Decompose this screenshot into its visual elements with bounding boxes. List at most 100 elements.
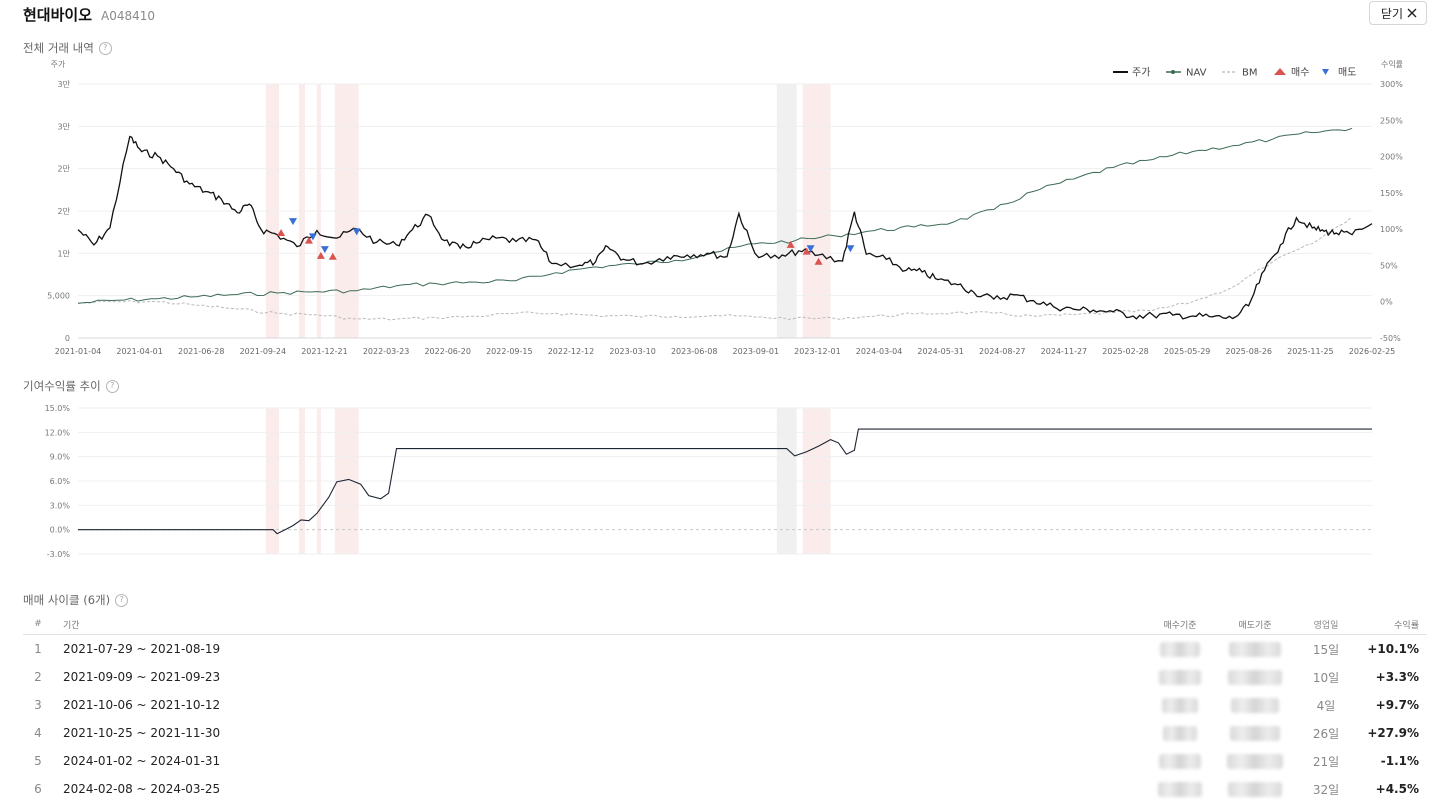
redacted-value <box>1228 781 1282 797</box>
trade-history-title: 전체 거래 내역 ? <box>23 40 112 56</box>
y-left-tick: 5,000 <box>47 292 70 301</box>
help-icon[interactable]: ? <box>115 593 129 607</box>
table-row[interactable]: 5 2024-01-02 ~ 2024-01-31 21일 -1.1% <box>23 747 1427 775</box>
row-period: 2021-10-06 ~ 2021-10-12 <box>63 698 221 712</box>
y-tick: -3.0% <box>47 550 71 559</box>
col-buy-criteria: 매수기준 <box>1145 614 1215 635</box>
x-tick: 2022-06-20 <box>424 347 471 356</box>
y-tick: 15.0% <box>45 404 71 413</box>
redacted-value <box>1159 753 1201 769</box>
table-row[interactable]: 4 2021-10-25 ~ 2021-11-30 26일 +27.9% <box>23 719 1427 747</box>
row-period: 2021-09-09 ~ 2021-09-23 <box>63 670 221 684</box>
col-period: 기간 <box>53 614 1145 635</box>
sell-marker <box>352 228 361 236</box>
sell-marker <box>289 218 298 226</box>
row-sell-criteria <box>1215 775 1295 803</box>
row-return: +10.1% <box>1367 642 1419 656</box>
redacted-value <box>1159 669 1201 685</box>
table-row[interactable]: 6 2024-02-08 ~ 2024-03-25 32일 +4.5% <box>23 775 1427 803</box>
row-index: 1 <box>34 642 42 656</box>
trade-history-label: 전체 거래 내역 <box>23 41 94 55</box>
y-left-tick: 2만 <box>58 207 71 216</box>
legend-buy-swatch <box>1274 68 1286 75</box>
row-sell-criteria <box>1215 719 1295 747</box>
row-buy-criteria <box>1145 775 1215 803</box>
redacted-value <box>1162 697 1198 713</box>
help-icon[interactable]: ? <box>105 379 119 393</box>
x-tick: 2025-11-25 <box>1287 347 1334 356</box>
buy-marker <box>304 236 313 244</box>
row-business-days: 32일 <box>1312 782 1340 797</box>
redacted-value <box>1163 725 1197 741</box>
y-left-tick: 0 <box>65 334 70 343</box>
buy-marker <box>328 252 337 260</box>
y-left-tick: 3만 <box>58 122 71 131</box>
row-period: 2021-07-29 ~ 2021-08-19 <box>63 642 221 656</box>
y-tick: 3.0% <box>50 501 71 510</box>
row-index: 6 <box>34 782 42 796</box>
buy-marker <box>316 251 325 259</box>
table-row[interactable]: 3 2021-10-06 ~ 2021-10-12 4일 +9.7% <box>23 691 1427 719</box>
y-right-tick: -50% <box>1380 334 1401 343</box>
row-sell-criteria <box>1215 635 1295 664</box>
bm-line <box>77 216 1353 321</box>
x-tick: 2024-05-31 <box>917 347 964 356</box>
cycles-label: 매매 사이클 (6개) <box>23 593 111 607</box>
x-tick: 2023-12-01 <box>794 347 841 356</box>
row-buy-criteria <box>1145 719 1215 747</box>
y-right-tick: 150% <box>1380 189 1403 198</box>
row-business-days: 10일 <box>1312 670 1340 685</box>
row-return: -1.1% <box>1380 754 1419 768</box>
redacted-value <box>1230 725 1280 741</box>
x-tick: 2023-06-08 <box>671 347 718 356</box>
y-tick: 9.0% <box>50 453 71 462</box>
redacted-value <box>1158 781 1202 797</box>
buy-marker <box>277 229 286 237</box>
cycles-title: 매매 사이클 (6개) ? <box>23 592 129 608</box>
right-axis-title: 수익률 <box>1381 59 1403 69</box>
row-return: +3.3% <box>1375 670 1419 684</box>
legend-label: 주가 <box>1132 67 1150 79</box>
contribution-label: 기여수익률 추이 <box>23 379 101 393</box>
x-tick: 2025-08-26 <box>1226 347 1273 356</box>
y-left-tick: 2만 <box>58 165 71 174</box>
x-tick: 2021-01-04 <box>55 347 102 356</box>
buy-marker <box>814 257 823 265</box>
y-right-tick: 100% <box>1380 225 1403 234</box>
col-sell-criteria: 매도기준 <box>1215 614 1295 635</box>
row-return: +27.9% <box>1367 726 1419 740</box>
table-row[interactable]: 1 2021-07-29 ~ 2021-08-19 15일 +10.1% <box>23 635 1427 664</box>
y-right-tick: 250% <box>1380 116 1403 125</box>
help-icon[interactable]: ? <box>98 41 112 55</box>
sell-marker <box>308 233 317 241</box>
stock-code: A048410 <box>101 9 156 23</box>
y-right-tick: 50% <box>1380 261 1398 270</box>
row-return: +9.7% <box>1375 698 1419 712</box>
redacted-value <box>1160 641 1200 657</box>
row-sell-criteria <box>1215 691 1295 719</box>
y-tick: 0.0% <box>50 526 71 535</box>
row-buy-criteria <box>1145 691 1215 719</box>
row-period: 2021-10-25 ~ 2021-11-30 <box>63 726 221 740</box>
y-tick: 6.0% <box>50 477 71 486</box>
table-row[interactable]: 2 2021-09-09 ~ 2021-09-23 10일 +3.3% <box>23 663 1427 691</box>
x-tick: 2021-04-01 <box>116 347 163 356</box>
row-business-days: 15일 <box>1312 642 1340 657</box>
cycles-table: # 기간 매수기준 매도기준 영업일 수익률 1 2021-07-29 ~ 202… <box>23 614 1427 803</box>
close-icon <box>1407 8 1417 18</box>
buy-marker <box>802 247 811 255</box>
close-button[interactable]: 닫기 <box>1368 1 1427 25</box>
sell-marker <box>846 245 855 253</box>
row-business-days: 21일 <box>1312 754 1340 769</box>
row-index: 4 <box>34 726 42 740</box>
table-header-row: # 기간 매수기준 매도기준 영업일 수익률 <box>23 614 1427 635</box>
row-buy-criteria <box>1145 635 1215 664</box>
sell-marker <box>320 246 329 254</box>
row-return: +4.5% <box>1375 782 1419 796</box>
x-tick: 2022-09-15 <box>486 347 533 356</box>
buy-marker <box>786 240 795 248</box>
row-buy-criteria <box>1145 747 1215 775</box>
stock-name: 현대바이오 <box>23 6 93 24</box>
x-tick: 2021-12-21 <box>301 347 348 356</box>
left-axis-title: 주가 <box>51 60 66 69</box>
